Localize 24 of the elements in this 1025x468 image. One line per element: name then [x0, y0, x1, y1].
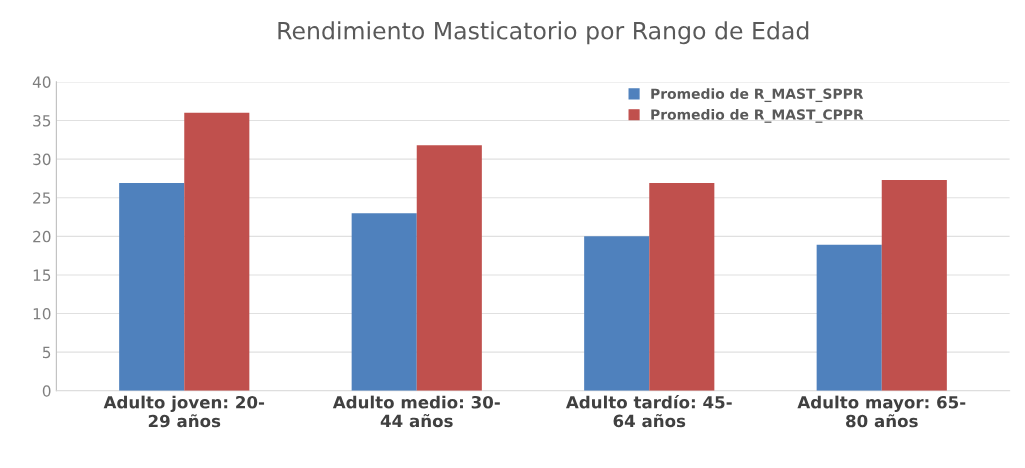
y-tick-label: 25: [33, 192, 51, 204]
bar: [816, 244, 882, 391]
x-tick-label: Adulto mayor: 65- 80 años: [797, 395, 966, 428]
bar: [881, 179, 947, 391]
x-tick-label: Adulto joven: 20- 29 años: [103, 395, 265, 428]
legend-label: Promedio de R_MAST_CPPR: [651, 108, 864, 123]
bar: [351, 213, 417, 391]
y-tick-label: 5: [42, 346, 51, 359]
bar: [184, 112, 250, 391]
x-tick-label: Adulto medio: 30- 44 años: [332, 395, 500, 428]
bar: [584, 236, 650, 391]
bar: [416, 145, 482, 391]
bar: [649, 183, 715, 391]
y-tick-label: 30: [33, 153, 51, 166]
y-tick-label: 15: [33, 269, 51, 281]
legend-label: Promedio de R_MAST_SPPR: [651, 88, 864, 103]
x-tick-label: Adulto tardío: 45- 64 años: [565, 394, 732, 428]
chart-title: Rendimiento Masticatorio por Rango de Edad: [278, 21, 809, 45]
y-tick-label: 20: [33, 230, 51, 243]
y-tick-label: 35: [33, 114, 51, 127]
y-tick-label: 40: [32, 76, 51, 88]
bar: [119, 183, 185, 391]
y-tick-label: 0: [42, 385, 51, 397]
y-tick-label: 10: [33, 308, 51, 320]
